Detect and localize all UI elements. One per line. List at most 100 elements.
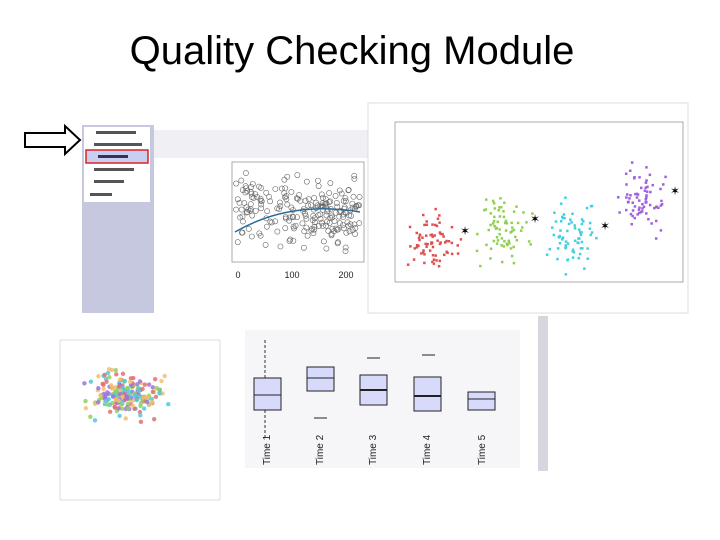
point	[638, 206, 641, 209]
point	[434, 223, 437, 227]
point	[95, 400, 101, 405]
point	[511, 226, 514, 229]
point	[336, 220, 343, 227]
point	[578, 230, 582, 234]
point	[638, 176, 641, 179]
point	[318, 191, 325, 198]
point	[476, 232, 479, 236]
point	[319, 223, 326, 229]
point	[491, 199, 495, 203]
scatter-points	[233, 170, 363, 255]
point	[631, 201, 634, 204]
point	[337, 208, 344, 214]
point	[577, 228, 581, 231]
point	[104, 379, 109, 384]
point	[431, 223, 434, 226]
point	[418, 233, 422, 236]
point	[660, 203, 664, 206]
point	[512, 261, 516, 265]
point	[334, 226, 341, 233]
point	[98, 393, 103, 398]
point	[272, 186, 279, 192]
scatter-panel	[154, 130, 369, 315]
point	[434, 254, 437, 257]
menu-items	[90, 131, 142, 196]
point	[351, 175, 358, 182]
point	[137, 394, 143, 399]
point	[512, 228, 516, 232]
point	[151, 416, 157, 422]
point	[244, 187, 250, 194]
point	[133, 393, 138, 398]
point	[510, 229, 514, 233]
point	[498, 228, 501, 231]
point	[442, 235, 445, 238]
point	[489, 257, 492, 260]
point	[303, 178, 310, 185]
point	[305, 202, 312, 209]
point	[83, 405, 89, 411]
point	[276, 206, 283, 212]
point	[294, 172, 301, 178]
point	[292, 222, 299, 229]
point	[141, 406, 147, 411]
point	[635, 196, 639, 199]
point	[590, 231, 594, 234]
centroid: ✶	[530, 212, 540, 226]
point	[430, 241, 434, 245]
point	[249, 181, 256, 187]
pca-points	[82, 367, 171, 425]
point	[499, 197, 502, 200]
point	[252, 207, 259, 214]
point	[347, 221, 354, 228]
point	[571, 256, 575, 259]
point	[422, 251, 425, 254]
point	[290, 237, 297, 244]
point	[293, 195, 300, 202]
point	[340, 198, 347, 204]
point	[150, 385, 155, 390]
point	[516, 221, 520, 225]
slide-title: Quality Checking Module	[130, 29, 575, 73]
point	[435, 224, 439, 228]
point	[138, 419, 144, 425]
point	[264, 208, 271, 215]
point	[352, 231, 358, 237]
point	[624, 172, 628, 176]
x-tick-label: Time 1	[262, 434, 273, 465]
point	[439, 241, 442, 244]
point	[491, 222, 495, 225]
point	[503, 201, 506, 205]
point	[580, 240, 584, 244]
point	[123, 416, 128, 421]
point	[459, 238, 463, 241]
point	[345, 187, 352, 193]
point	[82, 381, 87, 386]
point	[125, 406, 130, 411]
point	[651, 183, 655, 187]
point	[571, 212, 574, 216]
point	[343, 229, 350, 236]
point	[439, 232, 442, 236]
cluster-panel	[367, 102, 689, 314]
point	[654, 237, 658, 240]
point	[117, 377, 123, 382]
point	[493, 224, 496, 228]
point	[317, 211, 324, 218]
point	[282, 194, 288, 201]
point	[114, 372, 119, 377]
point	[243, 170, 249, 176]
point	[438, 214, 441, 217]
point	[247, 201, 254, 208]
point	[299, 220, 306, 227]
point	[514, 235, 517, 239]
point	[101, 391, 107, 397]
point	[346, 228, 353, 235]
point	[342, 198, 349, 205]
point	[505, 222, 509, 225]
point	[580, 218, 584, 221]
point	[328, 230, 335, 237]
x-tick-label: Time 4	[422, 434, 433, 465]
point	[424, 242, 427, 246]
point	[492, 202, 496, 205]
